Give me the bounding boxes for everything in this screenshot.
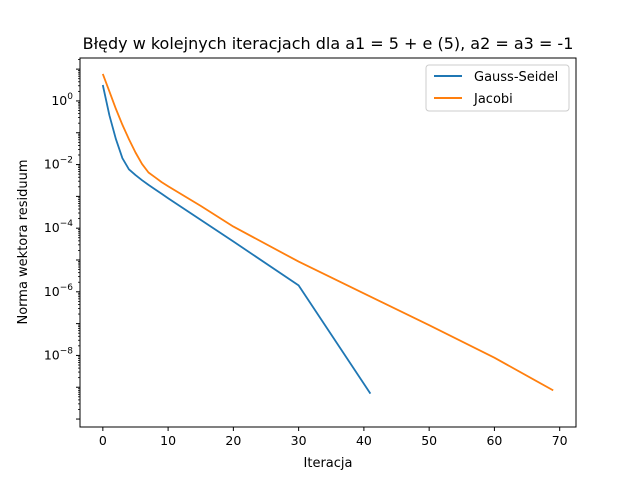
plot-area [79, 57, 577, 428]
x-tick-label: 30 [291, 433, 307, 448]
series-line-gauss-seidel [101, 84, 372, 395]
plot-background [80, 58, 576, 427]
x-axis: 0 10 20 30 40 50 60 70 [99, 427, 568, 448]
x-axis-label: Iteracja [304, 456, 353, 471]
series-line-jacobi [101, 73, 554, 392]
x-tick-label: 0 [99, 433, 107, 448]
legend-label-gauss-seidel: Gauss-Seidel [474, 70, 558, 85]
y-axis: 100 10−2 10−4 10−6 10−8 [44, 59, 80, 420]
legend-label-jacobi: Jacobi [473, 92, 513, 107]
x-tick-label: 20 [225, 433, 241, 448]
chart-title: Błędy w kolejnych iteracjach dla a1 = 5 … [83, 34, 574, 53]
legend: Gauss-Seidel Jacobi [425, 64, 570, 112]
y-tick-label: 10−4 [44, 219, 73, 235]
y-tick-label: 10−2 [44, 156, 73, 172]
series-layer [101, 73, 554, 395]
x-tick-label: 40 [356, 433, 372, 448]
x-tick-label: 10 [160, 433, 176, 448]
y-tick-label: 10−6 [44, 283, 73, 299]
y-tick-label: 10−8 [44, 346, 73, 362]
x-tick-label: 50 [421, 433, 437, 448]
x-tick-label: 70 [552, 433, 568, 448]
x-tick-label: 60 [486, 433, 502, 448]
y-axis-label: Norma wektora residuum [16, 159, 31, 324]
plot-frame [79, 57, 577, 428]
y-tick-label: 100 [51, 92, 73, 108]
